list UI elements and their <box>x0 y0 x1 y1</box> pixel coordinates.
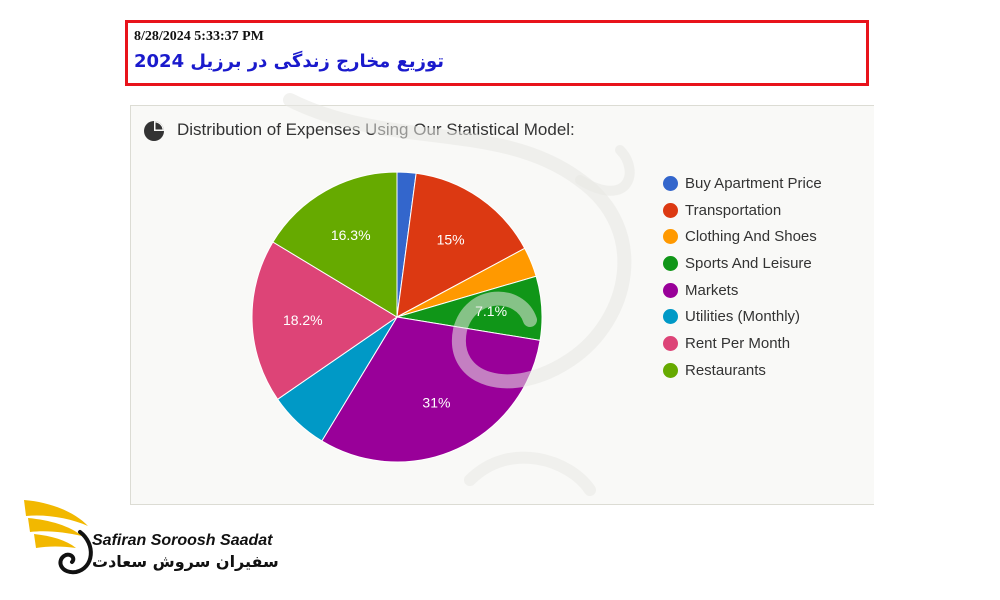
legend-swatch <box>663 229 678 245</box>
legend-item[interactable]: Markets <box>663 277 822 304</box>
page-title: توزیع مخارج زندگی در برزیل 2024 <box>134 51 445 72</box>
legend-item[interactable]: Buy Apartment Price <box>663 170 822 197</box>
company-logo: Safiran Soroosh Saadat سفیران سروش سعادت <box>20 492 300 582</box>
legend-swatch <box>663 175 678 191</box>
legend-item[interactable]: Transportation <box>663 197 822 224</box>
legend-item[interactable]: Utilities (Monthly) <box>663 303 822 330</box>
chart-panel: Distribution of Expenses Using Our Stati… <box>130 105 874 505</box>
pie-chart: 15% 7.1% 31% 18.2% 16.3% <box>251 171 543 463</box>
legend-item[interactable]: Restaurants <box>663 357 822 384</box>
legend-swatch <box>663 362 678 378</box>
legend-item[interactable]: Clothing And Shoes <box>663 223 822 250</box>
legend-swatch <box>663 255 678 271</box>
legend-label: Sports And Leisure <box>685 254 812 272</box>
legend-label: Restaurants <box>685 361 766 379</box>
data-label: 16.3% <box>331 227 371 243</box>
data-label: 7.1% <box>475 303 507 319</box>
legend-label: Transportation <box>685 201 782 219</box>
legend-swatch <box>663 202 678 218</box>
legend-label: Markets <box>685 281 739 299</box>
logo-text-english: Safiran Soroosh Saadat <box>92 532 273 549</box>
data-label: 31% <box>422 395 450 411</box>
legend-item[interactable]: Sports And Leisure <box>663 250 822 277</box>
legend-swatch <box>663 335 678 351</box>
timestamp: 8/28/2024 5:33:37 PM <box>134 29 264 44</box>
wing-logo-icon <box>24 500 93 575</box>
legend-label: Clothing And Shoes <box>685 228 817 246</box>
legend-label: Buy Apartment Price <box>685 174 822 192</box>
pie-chart-icon <box>144 121 164 141</box>
data-label: 15% <box>437 231 465 247</box>
logo-text-persian: سفیران سروش سعادت <box>92 552 279 571</box>
legend-swatch <box>663 282 678 298</box>
chart-legend: Buy Apartment Price Transportation Clothin… <box>663 170 822 384</box>
header-box: 8/28/2024 5:33:37 PM توزیع مخارج زندگی د… <box>125 20 869 86</box>
legend-swatch <box>663 309 678 325</box>
legend-item[interactable]: Rent Per Month <box>663 330 822 357</box>
data-label: 18.2% <box>283 312 323 328</box>
legend-label: Utilities (Monthly) <box>685 308 801 326</box>
legend-label: Rent Per Month <box>685 334 791 352</box>
